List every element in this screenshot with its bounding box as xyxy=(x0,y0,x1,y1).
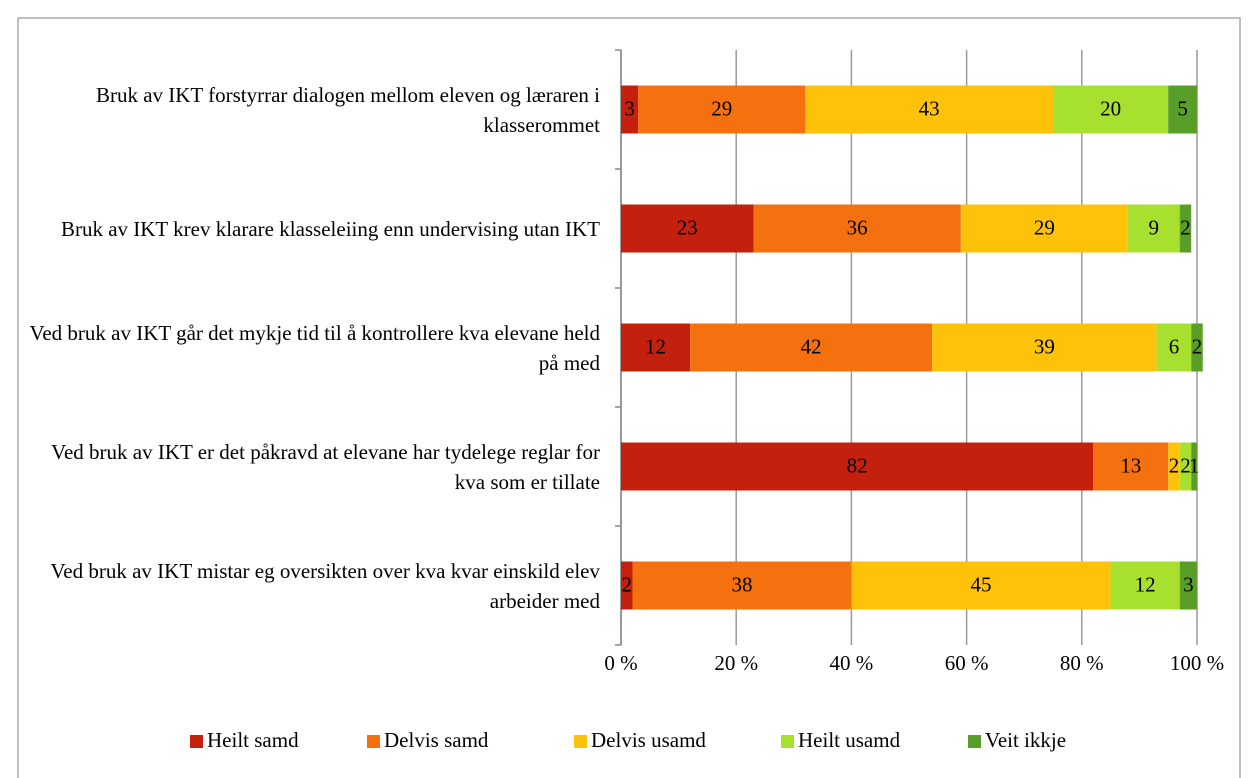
data-label: 12 xyxy=(1135,572,1156,596)
legend-swatch xyxy=(574,735,587,748)
bar-segment xyxy=(690,323,933,372)
data-label: 2 xyxy=(1192,334,1203,358)
category-label: Ved bruk av IKT mistar eg oversikten ove… xyxy=(50,558,600,613)
data-label: 36 xyxy=(847,215,868,239)
bar-segment xyxy=(960,204,1128,253)
bar-segment xyxy=(1191,442,1197,491)
frame xyxy=(17,17,1241,778)
bar-segment xyxy=(1179,204,1192,253)
bar-segment xyxy=(805,85,1053,134)
legend-swatch xyxy=(190,735,203,748)
data-label: 82 xyxy=(847,453,868,477)
data-label: 39 xyxy=(1034,334,1055,358)
legend-label: Delvis samd xyxy=(384,728,489,752)
data-label: 9 xyxy=(1149,215,1160,239)
legend-label: Veit ikkje xyxy=(985,728,1066,752)
data-label: 42 xyxy=(801,334,822,358)
data-label: 2 xyxy=(1180,453,1191,477)
x-tick-label: 20 % xyxy=(714,651,758,675)
x-tick-label: 40 % xyxy=(830,651,874,675)
data-label: 13 xyxy=(1120,453,1141,477)
data-label: 3 xyxy=(1183,572,1194,596)
category-label: Bruk av IKT forstyrrar dialogen mellom e… xyxy=(95,82,600,137)
legend-label: Heilt usamd xyxy=(798,728,901,752)
bar-segment xyxy=(851,561,1111,610)
bar-segment xyxy=(621,204,754,253)
data-label: 2 xyxy=(1180,215,1191,239)
x-tick-label: 60 % xyxy=(945,651,989,675)
data-label: 29 xyxy=(1034,215,1055,239)
data-label: 2 xyxy=(1169,453,1180,477)
legend-swatch xyxy=(367,735,380,748)
legend-label: Delvis usamd xyxy=(591,728,706,752)
legend-swatch xyxy=(968,735,981,748)
bar-segment xyxy=(1053,85,1169,134)
bar-segment xyxy=(753,204,961,253)
data-label: 20 xyxy=(1100,96,1121,120)
x-tick-label: 100 % xyxy=(1170,651,1224,675)
bar-segment xyxy=(1168,85,1197,134)
bar-segment xyxy=(1110,561,1180,610)
bar-segment xyxy=(1191,323,1203,372)
data-label: 43 xyxy=(919,96,940,120)
bar-segment xyxy=(621,85,639,134)
bar-segment xyxy=(932,323,1157,372)
x-tick-label: 80 % xyxy=(1060,651,1104,675)
data-label: 3 xyxy=(624,96,635,120)
bar-segment xyxy=(632,561,852,610)
category-label: Ved bruk av IKT er det påkravd at elevan… xyxy=(51,439,600,494)
bar-segment xyxy=(621,561,633,610)
data-label: 45 xyxy=(971,572,992,596)
bar-segment xyxy=(1179,442,1192,491)
data-label: 5 xyxy=(1177,96,1188,120)
data-label: 1 xyxy=(1189,453,1200,477)
bar-segment xyxy=(1093,442,1169,491)
category-label: Ved bruk av IKT går det mykje tid til å … xyxy=(29,320,600,375)
bar-segment xyxy=(638,85,806,134)
legend-swatch xyxy=(781,735,794,748)
data-label: 12 xyxy=(645,334,666,358)
data-label: 23 xyxy=(677,215,698,239)
bar-segment xyxy=(1168,442,1180,491)
bar-segment xyxy=(1179,561,1197,610)
category-label: Bruk av IKT krev klarare klasseleiing en… xyxy=(60,216,600,241)
data-label: 2 xyxy=(622,572,633,596)
bar-segment xyxy=(621,323,691,372)
x-tick-label: 0 % xyxy=(604,651,637,675)
bar-segment xyxy=(621,442,1094,491)
data-label: 38 xyxy=(731,572,752,596)
data-label: 6 xyxy=(1169,334,1180,358)
bar-segment xyxy=(1127,204,1180,253)
data-label: 29 xyxy=(711,96,732,120)
bar-segment xyxy=(1156,323,1192,372)
legend-label: Heilt samd xyxy=(207,728,299,752)
